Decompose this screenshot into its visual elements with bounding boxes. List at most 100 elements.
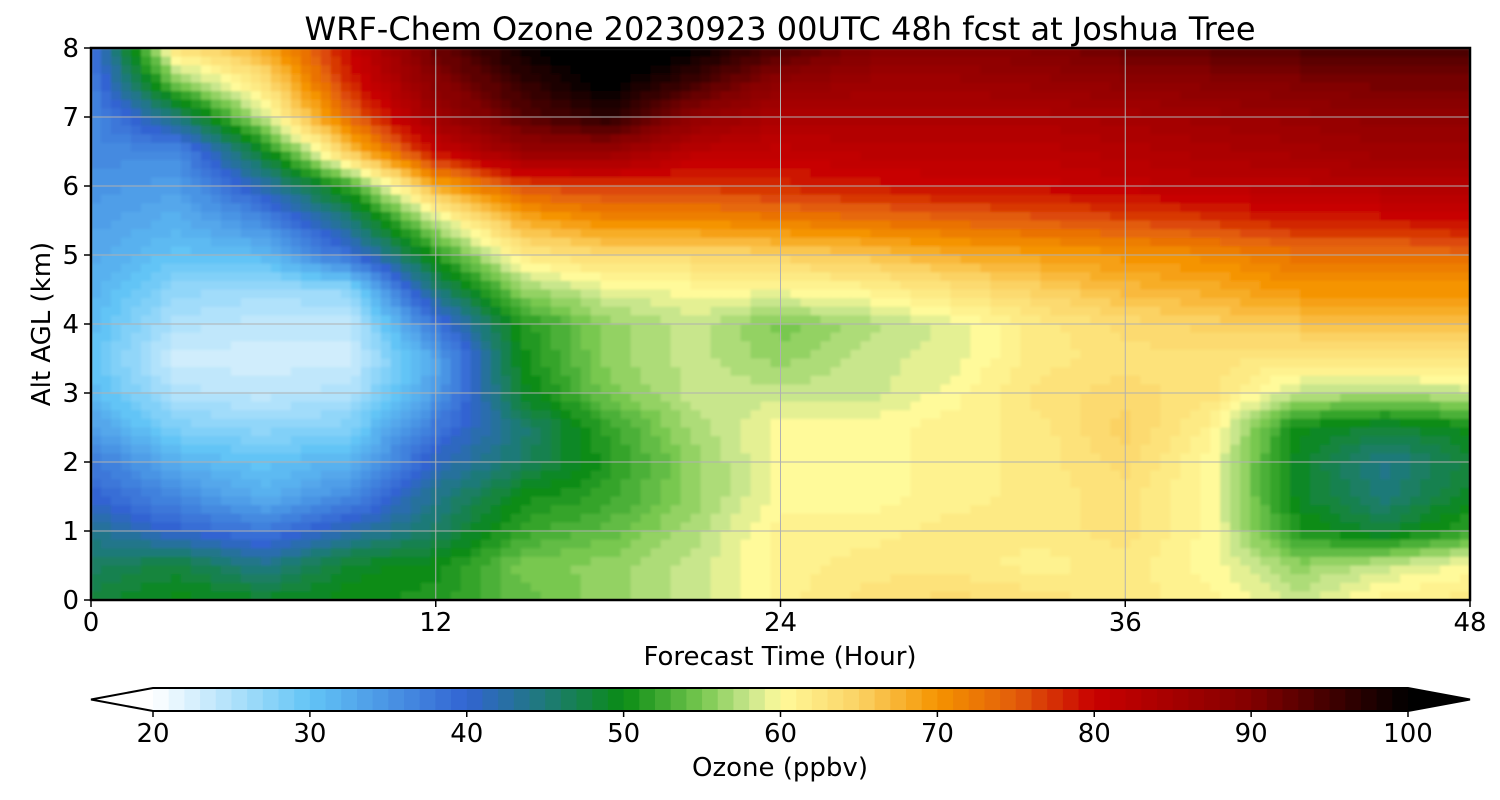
heatmap-cell bbox=[240, 332, 252, 342]
heatmap-cell bbox=[390, 203, 402, 213]
heatmap-cell bbox=[770, 194, 782, 204]
heatmap-cell bbox=[390, 315, 402, 325]
heatmap-cell bbox=[760, 177, 772, 187]
heatmap-cell bbox=[1090, 246, 1101, 256]
heatmap-cell bbox=[140, 117, 152, 127]
heatmap-cell bbox=[390, 246, 402, 256]
heatmap-cell bbox=[1040, 117, 1051, 127]
heatmap-cell bbox=[480, 117, 492, 127]
heatmap-cell bbox=[780, 272, 792, 282]
heatmap-cell bbox=[690, 255, 702, 265]
heatmap-cell bbox=[490, 246, 502, 256]
heatmap-cell bbox=[960, 56, 971, 66]
heatmap-cell bbox=[1320, 125, 1331, 135]
heatmap-cell bbox=[280, 73, 292, 84]
heatmap-cell bbox=[700, 151, 712, 161]
heatmap-cell bbox=[750, 134, 762, 144]
heatmap-cell bbox=[1290, 73, 1301, 84]
heatmap-cell bbox=[770, 65, 782, 75]
heatmap-cell bbox=[330, 203, 342, 213]
heatmap-cell bbox=[100, 220, 112, 230]
heatmap-cell bbox=[130, 108, 142, 118]
heatmap-cell bbox=[790, 73, 802, 84]
heatmap-cell bbox=[1230, 324, 1241, 334]
heatmap-cell bbox=[670, 263, 682, 273]
heatmap-cell bbox=[880, 117, 892, 127]
heatmap-cell bbox=[1310, 82, 1321, 92]
heatmap-cell bbox=[1230, 48, 1241, 58]
heatmap-cell bbox=[1200, 324, 1211, 334]
heatmap-cell bbox=[1230, 177, 1241, 187]
heatmap-cell bbox=[710, 117, 722, 127]
heatmap-cell bbox=[1420, 151, 1431, 161]
heatmap-cell bbox=[1200, 134, 1211, 144]
heatmap-cell bbox=[220, 289, 232, 299]
heatmap-cell bbox=[900, 324, 911, 334]
heatmap-cell bbox=[320, 168, 332, 178]
heatmap-cell bbox=[690, 56, 702, 66]
heatmap-cell bbox=[1430, 272, 1441, 282]
heatmap-cell bbox=[700, 177, 712, 187]
heatmap-cell bbox=[560, 48, 572, 58]
heatmap-cell bbox=[910, 341, 921, 351]
heatmap-cell bbox=[720, 108, 732, 118]
heatmap-cell bbox=[180, 263, 192, 273]
heatmap-cell bbox=[500, 91, 512, 101]
heatmap-cell bbox=[130, 220, 142, 230]
heatmap-cell bbox=[1280, 56, 1291, 66]
heatmap-cell bbox=[840, 125, 852, 135]
heatmap-cell bbox=[700, 160, 712, 170]
heatmap-cell bbox=[1380, 229, 1391, 239]
heatmap-cell bbox=[410, 315, 422, 325]
heatmap-cell bbox=[970, 99, 981, 109]
heatmap-cell bbox=[1380, 298, 1391, 308]
heatmap-cell bbox=[640, 186, 652, 196]
heatmap-cell bbox=[500, 220, 512, 230]
heatmap-cell bbox=[380, 194, 392, 204]
heatmap-cell bbox=[1040, 349, 1051, 360]
heatmap-cell bbox=[1050, 332, 1061, 342]
heatmap-cell bbox=[240, 142, 252, 153]
heatmap-cell bbox=[1430, 168, 1441, 178]
heatmap-cell bbox=[1430, 142, 1441, 153]
heatmap-cell bbox=[320, 203, 332, 213]
heatmap-cell bbox=[1430, 82, 1441, 92]
heatmap-cell bbox=[240, 289, 252, 299]
heatmap-cell bbox=[1240, 125, 1251, 135]
heatmap-cell bbox=[1420, 324, 1431, 334]
heatmap-cell bbox=[800, 56, 812, 66]
heatmap-cell bbox=[1070, 203, 1081, 213]
heatmap-cell bbox=[670, 99, 682, 109]
heatmap-cell bbox=[590, 160, 602, 170]
heatmap-cell bbox=[920, 289, 931, 299]
heatmap-cell bbox=[180, 220, 192, 230]
heatmap-cell bbox=[120, 349, 132, 360]
heatmap-cell bbox=[910, 168, 921, 178]
heatmap-cell bbox=[300, 255, 312, 265]
heatmap-cell bbox=[100, 168, 112, 178]
heatmap-cell bbox=[1400, 125, 1411, 135]
heatmap-cell bbox=[1180, 160, 1191, 170]
heatmap-cell bbox=[840, 211, 852, 222]
heatmap-cell bbox=[980, 255, 991, 265]
heatmap-cell bbox=[100, 48, 112, 58]
heatmap-cell bbox=[1150, 186, 1161, 196]
heatmap-cell bbox=[220, 160, 232, 170]
heatmap-cell bbox=[720, 349, 732, 360]
heatmap-cell bbox=[140, 82, 152, 92]
heatmap-cell bbox=[1130, 194, 1141, 204]
heatmap-cell bbox=[1130, 99, 1141, 109]
heatmap-cell bbox=[460, 177, 472, 187]
heatmap-cell bbox=[900, 315, 911, 325]
heatmap-cell bbox=[950, 108, 961, 118]
heatmap-cell bbox=[940, 160, 951, 170]
heatmap-cell bbox=[120, 280, 132, 291]
heatmap-cell bbox=[1290, 151, 1301, 161]
heatmap-cell bbox=[940, 91, 951, 101]
heatmap-cell bbox=[980, 332, 991, 342]
heatmap-cell bbox=[240, 151, 252, 161]
heatmap-cell bbox=[1030, 332, 1041, 342]
heatmap-cell bbox=[1210, 211, 1221, 222]
heatmap-cell bbox=[840, 246, 852, 256]
heatmap-cell bbox=[380, 255, 392, 265]
